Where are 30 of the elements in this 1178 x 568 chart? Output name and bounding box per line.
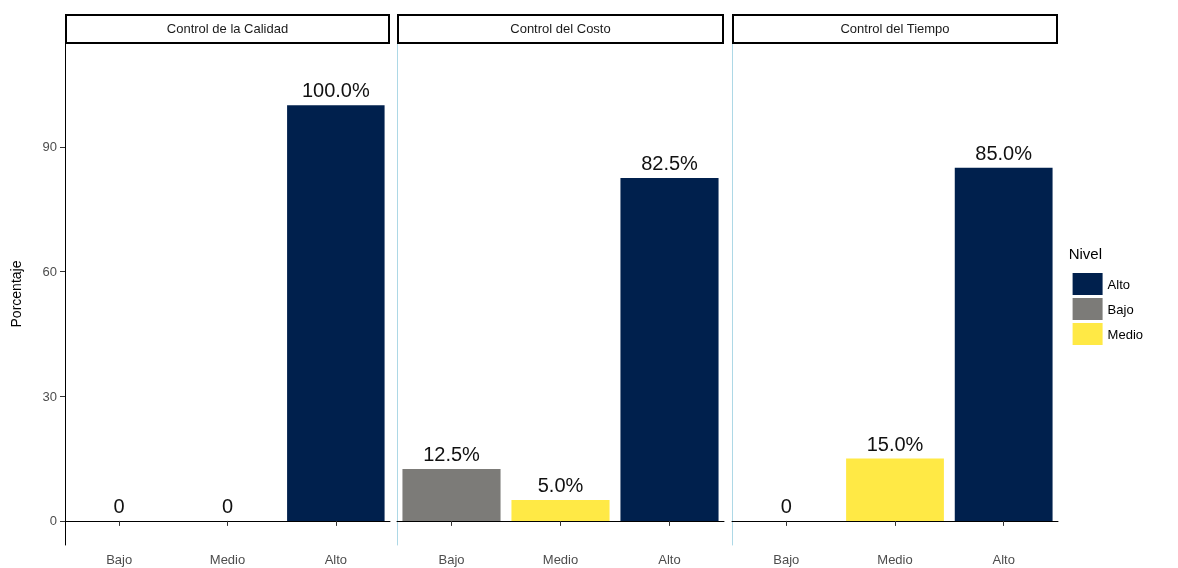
- data-label: 100.0%: [301, 79, 370, 102]
- data-label: 0: [780, 494, 792, 517]
- chart-title: Control de la Calidad: [65, 14, 390, 44]
- x-tick-label: Bajo: [106, 552, 133, 567]
- x-tick-label: Bajo: [438, 552, 465, 567]
- x-tick-label: Medio: [209, 552, 246, 567]
- x-tick-label: Bajo: [773, 552, 800, 567]
- data-label: 5.0%: [537, 474, 584, 497]
- legend-label: Alto: [1107, 276, 1130, 292]
- chart-title: Control del Costo: [397, 14, 724, 44]
- x-tick-label: Medio: [542, 552, 579, 567]
- x-tick-label: Alto: [658, 552, 681, 567]
- data-label: 0: [221, 494, 234, 517]
- data-label: 15.0%: [866, 432, 924, 455]
- data-label: 12.5%: [423, 442, 481, 465]
- data-label: 82.5%: [641, 152, 699, 175]
- y-axis-title: Porcentaje: [8, 260, 24, 328]
- chart-title: Control del Tiempo: [732, 14, 1058, 44]
- x-tick-label: Alto: [324, 552, 348, 567]
- legend-label: Bajo: [1107, 301, 1134, 317]
- y-tick-label: 30: [42, 388, 57, 404]
- data-label: 0: [113, 494, 125, 517]
- y-tick-label: 60: [42, 264, 57, 280]
- legend-title: Nivel: [1068, 245, 1102, 262]
- y-tick-label: 0: [49, 513, 57, 529]
- data-label: 85.0%: [975, 141, 1033, 164]
- legend-label: Medio: [1107, 326, 1144, 342]
- x-tick-label: Alto: [992, 552, 1015, 567]
- x-tick-label: Medio: [877, 552, 913, 567]
- y-tick-label: 90: [42, 139, 57, 155]
